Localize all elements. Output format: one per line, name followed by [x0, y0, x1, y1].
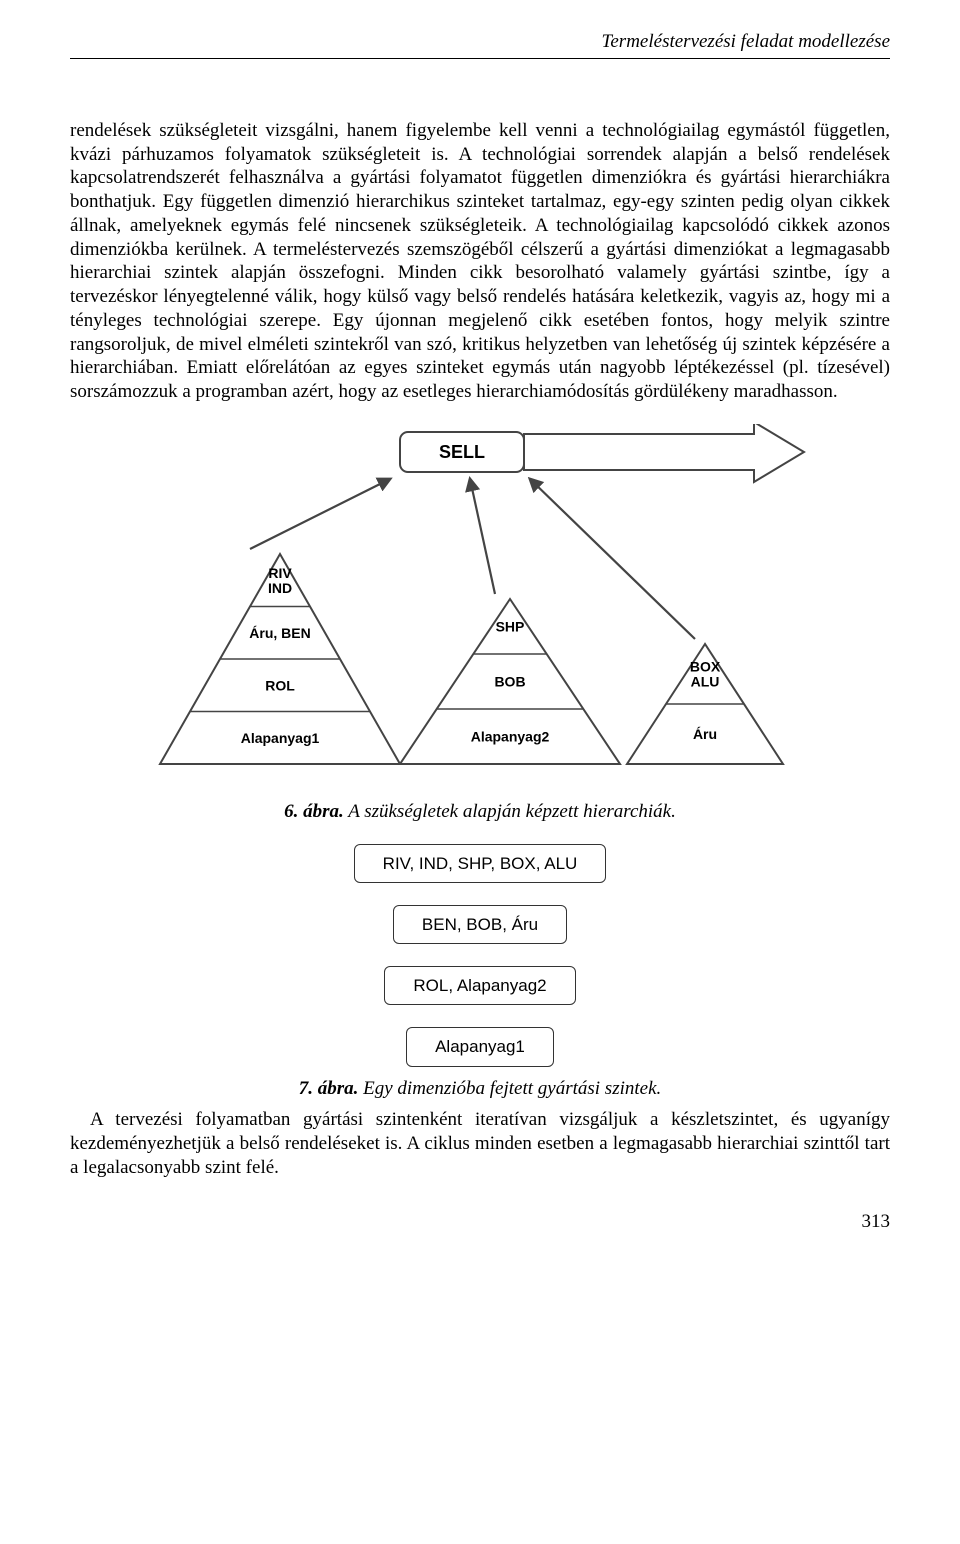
svg-text:ROL: ROL — [265, 677, 295, 693]
figure-6-caption: 6. ábra. A szükségletek alapján képzett … — [70, 800, 890, 824]
svg-text:Alapanyag1: Alapanyag1 — [241, 730, 320, 746]
body-paragraph-1: rendelések szükségleteit vizsgálni, hane… — [70, 119, 890, 404]
head-rule — [70, 58, 890, 59]
svg-text:IND: IND — [268, 580, 292, 596]
level-box: RIV, IND, SHP, BOX, ALU — [354, 844, 607, 883]
figure-6: SELL RIVIND Áru, BEN ROL Alapanyag1 SHP BOB Ala… — [70, 424, 890, 794]
svg-text:Alapanyag2: Alapanyag2 — [471, 728, 550, 744]
svg-text:SHP: SHP — [496, 618, 525, 634]
running-head: Termeléstervezési feladat modellezése — [70, 30, 890, 54]
figure-6-caption-lead: 6. ábra. — [284, 801, 344, 822]
figure-7-caption-lead: 7. ábra. — [299, 1078, 359, 1099]
svg-text:SELL: SELL — [439, 442, 485, 462]
level-box: BEN, BOB, Áru — [393, 905, 567, 944]
figure-7: RIV, IND, SHP, BOX, ALU BEN, BOB, Áru ROL,… — [70, 844, 890, 1067]
figure-6-caption-rest: A szükségletek alapján képzett hierarchi… — [344, 801, 676, 822]
level-box: Alapanyag1 — [406, 1027, 554, 1066]
figure-7-caption: 7. ábra. Egy dimenzióba fejtett gyártási… — [70, 1077, 890, 1101]
svg-text:BOX: BOX — [690, 658, 721, 674]
figure-6-svg: SELL RIVIND Áru, BEN ROL Alapanyag1 SHP BOB Ala… — [150, 424, 810, 794]
svg-text:RIV: RIV — [268, 565, 292, 581]
svg-text:Áru: Áru — [693, 726, 717, 742]
svg-text:ALU: ALU — [691, 673, 720, 689]
figure-7-caption-rest: Egy dimenzióba fejtett gyártási szintek. — [358, 1078, 661, 1099]
body-paragraph-2: A tervezési folyamatban gyártási szinten… — [70, 1108, 890, 1179]
page-number: 313 — [70, 1210, 890, 1234]
level-box: ROL, Alapanyag2 — [384, 966, 575, 1005]
svg-text:Áru, BEN: Áru, BEN — [249, 625, 310, 641]
svg-text:BOB: BOB — [494, 673, 525, 689]
